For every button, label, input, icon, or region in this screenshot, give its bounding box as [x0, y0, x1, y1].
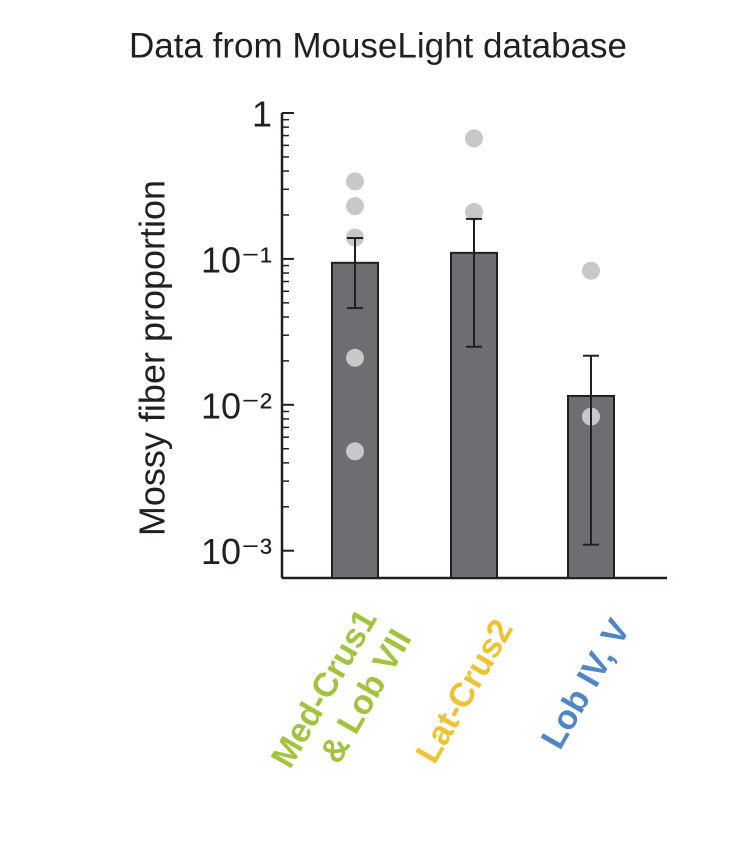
chart-title: Data from MouseLight database [129, 26, 627, 65]
y-tick-label: 10⁻³ [201, 531, 272, 572]
data-point [346, 442, 364, 461]
y-tick-label: 10⁻¹ [201, 239, 272, 280]
x-tick-label-group: Med-Crus1& Lob VII [264, 603, 419, 774]
x-tick-label-group: Lat-Crus2 [409, 613, 521, 769]
data-point [582, 261, 600, 280]
x-tick-label: Lob IV, V [534, 613, 638, 756]
y-tick-label: 1 [252, 94, 272, 135]
bar [331, 261, 379, 579]
y-tick-label: 10⁻² [201, 385, 272, 426]
data-point [346, 197, 364, 216]
data-point [465, 129, 483, 148]
y-axis-label: Mossy fiber proportion [132, 180, 173, 536]
data-point [346, 348, 364, 367]
data-point [346, 172, 364, 191]
x-tick-label-group: Lob IV, V [534, 613, 638, 756]
data-point [465, 202, 483, 221]
x-tick-label: Lat-Crus2 [409, 613, 521, 769]
